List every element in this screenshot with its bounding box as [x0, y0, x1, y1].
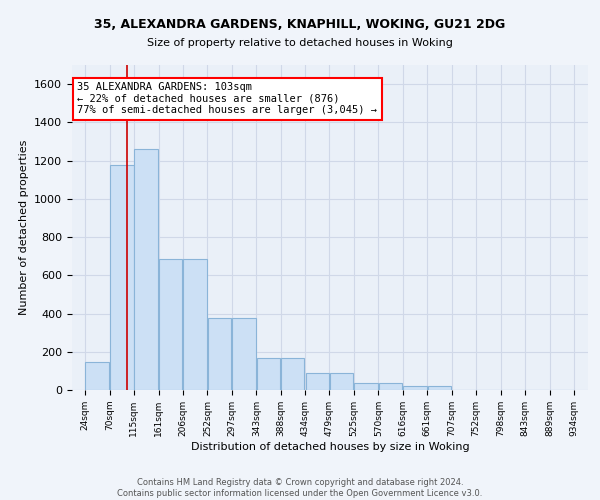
- Text: Contains HM Land Registry data © Crown copyright and database right 2024.
Contai: Contains HM Land Registry data © Crown c…: [118, 478, 482, 498]
- Text: 35, ALEXANDRA GARDENS, KNAPHILL, WOKING, GU21 2DG: 35, ALEXANDRA GARDENS, KNAPHILL, WOKING,…: [94, 18, 506, 30]
- Bar: [183, 259, 206, 390]
- Bar: [208, 318, 232, 390]
- Bar: [232, 318, 256, 390]
- Bar: [379, 384, 402, 390]
- Bar: [134, 149, 158, 390]
- Bar: [355, 384, 378, 390]
- Bar: [330, 373, 353, 390]
- Bar: [305, 373, 329, 390]
- Bar: [110, 166, 134, 390]
- Text: 35 ALEXANDRA GARDENS: 103sqm
← 22% of detached houses are smaller (876)
77% of s: 35 ALEXANDRA GARDENS: 103sqm ← 22% of de…: [77, 82, 377, 116]
- Bar: [428, 386, 451, 390]
- X-axis label: Distribution of detached houses by size in Woking: Distribution of detached houses by size …: [191, 442, 469, 452]
- Text: Size of property relative to detached houses in Woking: Size of property relative to detached ho…: [147, 38, 453, 48]
- Bar: [257, 358, 280, 390]
- Bar: [159, 259, 182, 390]
- Y-axis label: Number of detached properties: Number of detached properties: [19, 140, 29, 315]
- Bar: [403, 386, 427, 390]
- Bar: [85, 362, 109, 390]
- Bar: [281, 358, 304, 390]
